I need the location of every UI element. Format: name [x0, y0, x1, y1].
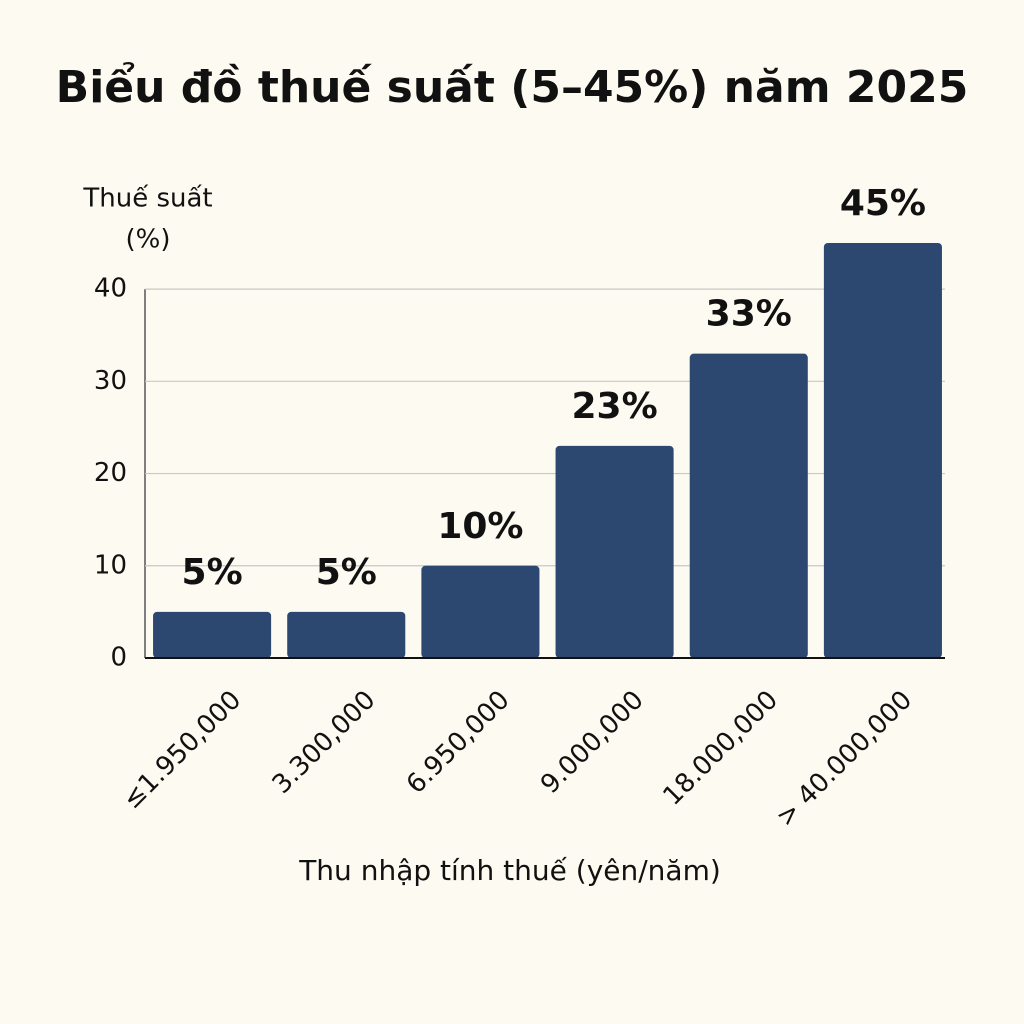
- value-label: 10%: [437, 506, 523, 547]
- chart-title: Biểu đồ thuế suất (5–45%) năm 2025: [56, 61, 969, 113]
- y-axis-title: (%): [126, 225, 171, 255]
- bar: [823, 243, 942, 658]
- bar: [153, 611, 272, 658]
- value-label: 33%: [706, 294, 792, 335]
- value-label: 5%: [316, 552, 377, 593]
- y-tick-label: 10: [94, 550, 127, 580]
- bar: [555, 445, 674, 658]
- y-tick-label: 0: [110, 643, 127, 673]
- x-axis-title: Thu nhập tính thuế (yên/năm): [298, 854, 721, 887]
- bar: [421, 565, 540, 658]
- y-tick-label: 20: [94, 458, 127, 488]
- value-label: 23%: [571, 386, 657, 427]
- bar: [287, 611, 406, 658]
- value-label: 5%: [182, 552, 243, 593]
- y-tick-label: 40: [94, 274, 127, 304]
- y-tick-label: 30: [94, 366, 127, 396]
- value-label: 45%: [840, 183, 926, 224]
- bar: [689, 353, 808, 658]
- y-axis-title: Thuế suất: [82, 184, 212, 214]
